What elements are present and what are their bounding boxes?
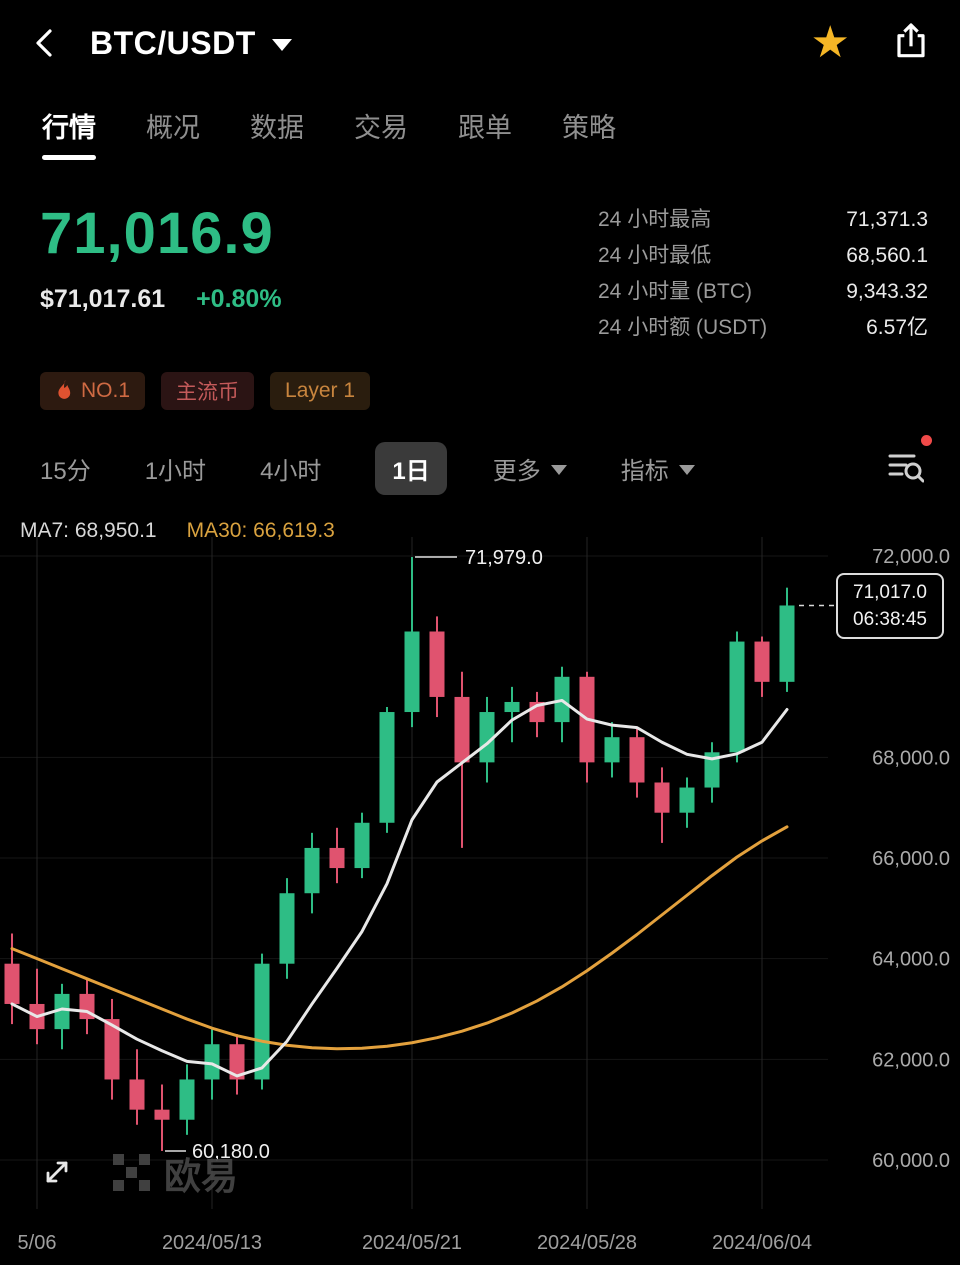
candle-countdown: 06:38:45 [853,609,927,631]
current-price-label: 71,017.0 [853,582,927,604]
expand-icon [46,1161,68,1183]
timeframe-bar: 15分 1小时 4小时 1日 更多 指标 [0,416,960,505]
share-icon[interactable] [892,21,930,66]
svg-text:2024/06/04: 2024/06/04 [712,1232,812,1254]
svg-text:60,000.0: 60,000.0 [872,1150,950,1172]
svg-text:64,000.0: 64,000.0 [872,949,950,971]
price-usd: $71,017.61 [40,285,166,313]
price-change-percent: +0.80% [196,285,282,313]
tab-copy-trading[interactable]: 跟单 [458,113,512,143]
svg-text:68,000.0: 68,000.0 [872,747,950,769]
tab-overview[interactable]: 概况 [146,113,200,143]
svg-text:2024/05/13: 2024/05/13 [162,1232,262,1254]
svg-text:60,180.0: 60,180.0 [192,1141,270,1163]
price-block: 71,016.9 $71,017.61 +0.80% [40,200,282,346]
svg-text:2024/05/28: 2024/05/28 [537,1232,637,1254]
svg-text:71,979.0: 71,979.0 [465,547,543,569]
chevron-down-icon [550,465,567,475]
candles-layer [4,557,795,1151]
badge-row: NO.1 主流币 Layer 1 [0,346,960,416]
exchange-watermark: 欧易 [112,1146,238,1200]
chart-settings-button[interactable] [888,435,932,488]
tab-strategy[interactable]: 策略 [562,113,616,143]
stat-row-volume-btc: 24 小时量 (BTC) 9,343.32 [598,280,928,303]
okx-logo-icon [113,1154,150,1191]
favorite-star-icon[interactable]: ★ [810,18,850,67]
header-actions: ★ [811,21,930,66]
candlestick-chart-svg[interactable]: 71,979.0 60,180.0 72,000.0 68,000.0 66,000.0… [0,509,960,1264]
tab-market[interactable]: 行情 [40,96,98,172]
ma7-legend: MA7: 68,950.1 [20,519,157,542]
svg-text:2024/05/21: 2024/05/21 [362,1232,462,1254]
stat-row-high: 24 小时最高 71,371.3 [598,208,928,231]
flame-icon [58,380,71,399]
fullscreen-chart-button[interactable] [40,1155,74,1192]
stat-row-turnover-usdt: 24 小时额 (USDT) 6.57亿 [598,316,928,339]
badge-no1: NO.1 [40,372,146,410]
watermark-text: 欧易 [164,1156,238,1197]
ma-legend: MA7: 68,950.1 MA30: 66,619.3 [20,519,335,543]
indicators-dropdown[interactable]: 指标 [621,451,695,486]
badge-layer1: Layer 1 [270,372,371,410]
notification-dot [921,435,932,446]
timeframe-4h[interactable]: 4小时 [260,458,322,485]
axis-labels-layer: 72,000.0 68,000.0 66,000.0 64,000.0 62,000.0… [18,546,950,1254]
timeframe-1d[interactable]: 1日 [375,442,447,495]
timeframe-1h[interactable]: 1小时 [144,458,207,485]
page-title: BTC/USDT [90,24,256,61]
app-header: BTC/USDT ★ [0,0,960,86]
timeframe-15m[interactable]: 15分 [40,458,91,485]
ma-lines-layer [10,698,789,1078]
annotations-layer: 71,979.0 60,180.0 [165,547,836,1163]
top-tab-bar: 行情 概况 数据 交易 跟单 策略 [0,86,960,172]
ma30-legend: MA30: 66,619.3 [186,519,335,542]
indicator-search-icon [888,454,925,483]
symbol-selector[interactable]: BTC/USDT [90,25,292,62]
svg-text:66,000.0: 66,000.0 [872,848,950,870]
price-section: 71,016.9 $71,017.61 +0.80% 24 小时最高 71,37… [0,172,960,346]
svg-text:5/06: 5/06 [18,1232,57,1254]
back-button[interactable] [30,20,76,66]
caret-down-icon [271,39,292,51]
badge-mainstream-coin: 主流币 [161,372,255,410]
tab-data[interactable]: 数据 [250,113,304,143]
timeframe-more-dropdown[interactable]: 更多 [493,451,567,486]
price-subline: $71,017.61 +0.80% [40,285,282,314]
svg-text:62,000.0: 62,000.0 [872,1049,950,1071]
last-price: 71,016.9 [40,201,274,266]
current-price-tag: 71,017.0 06:38:45 [836,573,944,640]
svg-text:72,000.0: 72,000.0 [872,546,950,568]
chevron-down-icon [678,465,695,475]
price-chart[interactable]: MA7: 68,950.1 MA30: 66,619.3 71,979.0 60,… [0,509,960,1264]
chevron-left-icon [36,29,52,57]
stats-24h: 24 小时最高 71,371.3 24 小时最低 68,560.1 24 小时量… [598,202,928,346]
stat-row-low: 24 小时最低 68,560.1 [598,244,928,267]
tab-trade[interactable]: 交易 [354,113,408,143]
